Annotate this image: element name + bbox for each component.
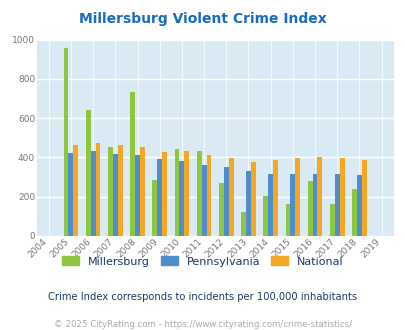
Text: Millersburg Violent Crime Index: Millersburg Violent Crime Index	[79, 12, 326, 25]
Bar	[273, 160, 277, 236]
Bar	[152, 180, 157, 236]
Bar	[312, 174, 317, 236]
Bar	[85, 110, 90, 236]
Bar	[294, 158, 299, 236]
Bar	[95, 143, 100, 236]
Bar	[113, 154, 117, 236]
Bar	[201, 165, 206, 236]
Bar	[218, 183, 223, 236]
Bar	[73, 145, 78, 236]
Legend: Millersburg, Pennsylvania, National: Millersburg, Pennsylvania, National	[62, 256, 343, 267]
Bar	[361, 160, 366, 236]
Bar	[228, 158, 233, 236]
Bar	[263, 196, 268, 236]
Bar	[90, 150, 95, 236]
Bar	[356, 175, 361, 236]
Bar	[223, 167, 228, 236]
Bar	[174, 148, 179, 236]
Bar	[68, 152, 73, 236]
Bar	[268, 174, 273, 236]
Bar	[117, 145, 122, 236]
Text: © 2025 CityRating.com - https://www.cityrating.com/crime-statistics/: © 2025 CityRating.com - https://www.city…	[54, 320, 351, 329]
Bar	[135, 155, 140, 236]
Bar	[307, 181, 312, 236]
Bar	[317, 157, 322, 236]
Bar	[196, 150, 201, 236]
Bar	[140, 147, 145, 236]
Bar	[64, 49, 68, 236]
Bar	[245, 171, 250, 236]
Bar	[351, 189, 356, 236]
Bar	[290, 174, 294, 236]
Bar	[334, 174, 339, 236]
Bar	[250, 162, 255, 236]
Bar	[339, 158, 344, 236]
Bar	[329, 204, 334, 236]
Bar	[162, 151, 166, 236]
Text: Crime Index corresponds to incidents per 100,000 inhabitants: Crime Index corresponds to incidents per…	[48, 292, 357, 302]
Bar	[130, 92, 135, 236]
Bar	[179, 161, 184, 236]
Bar	[285, 204, 290, 236]
Bar	[241, 213, 245, 236]
Bar	[184, 150, 189, 236]
Bar	[157, 159, 162, 236]
Bar	[108, 147, 113, 236]
Bar	[206, 155, 211, 236]
